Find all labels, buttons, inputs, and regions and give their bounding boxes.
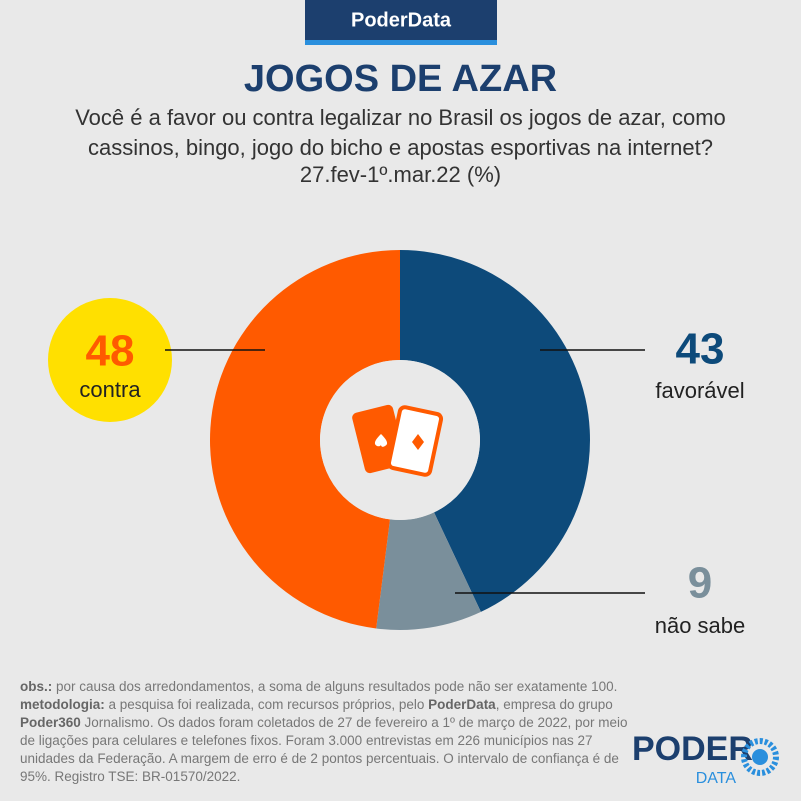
method-bold: Poder360 bbox=[20, 715, 81, 730]
brand: PoderData bbox=[351, 9, 452, 31]
logo-bottom: DATA bbox=[696, 770, 737, 787]
category-label: contra bbox=[79, 377, 141, 402]
obs-text: por causa dos arredondamentos, a soma de… bbox=[52, 679, 618, 694]
footnote: obs.: por causa dos arredondamentos, a s… bbox=[20, 678, 632, 786]
method-text: a pesquisa foi realizada, com recursos p… bbox=[104, 697, 429, 712]
cards-icon bbox=[352, 404, 444, 477]
value-label: 48 bbox=[86, 327, 135, 376]
slice bbox=[209, 250, 400, 629]
logo-top: PODER bbox=[632, 730, 753, 768]
chart-title: JOGOS DE AZAR bbox=[243, 58, 558, 100]
obs-label: obs.: bbox=[20, 679, 53, 694]
logo: PODER DATA bbox=[632, 730, 779, 787]
chart-date: 27.fev-1º.mar.22 (%) bbox=[299, 162, 502, 187]
label-highlight bbox=[48, 298, 172, 422]
slice bbox=[376, 512, 481, 630]
chart-subtitle: Você é a favor ou contra legalizar no Br… bbox=[75, 105, 726, 160]
method-text: Jornalismo. Os dados foram coletados de … bbox=[20, 715, 628, 784]
category-label: não sabe bbox=[655, 613, 746, 638]
method-label: metodologia: bbox=[20, 697, 105, 712]
brand-box bbox=[305, 0, 497, 40]
value-label: 43 bbox=[676, 325, 725, 374]
category-label: favorável bbox=[655, 378, 744, 403]
slice bbox=[400, 250, 590, 612]
method-text: , empresa do grupo bbox=[495, 697, 613, 712]
method-bold: PoderData bbox=[428, 697, 496, 712]
brand-underline bbox=[305, 40, 497, 45]
value-label: 9 bbox=[688, 559, 712, 608]
